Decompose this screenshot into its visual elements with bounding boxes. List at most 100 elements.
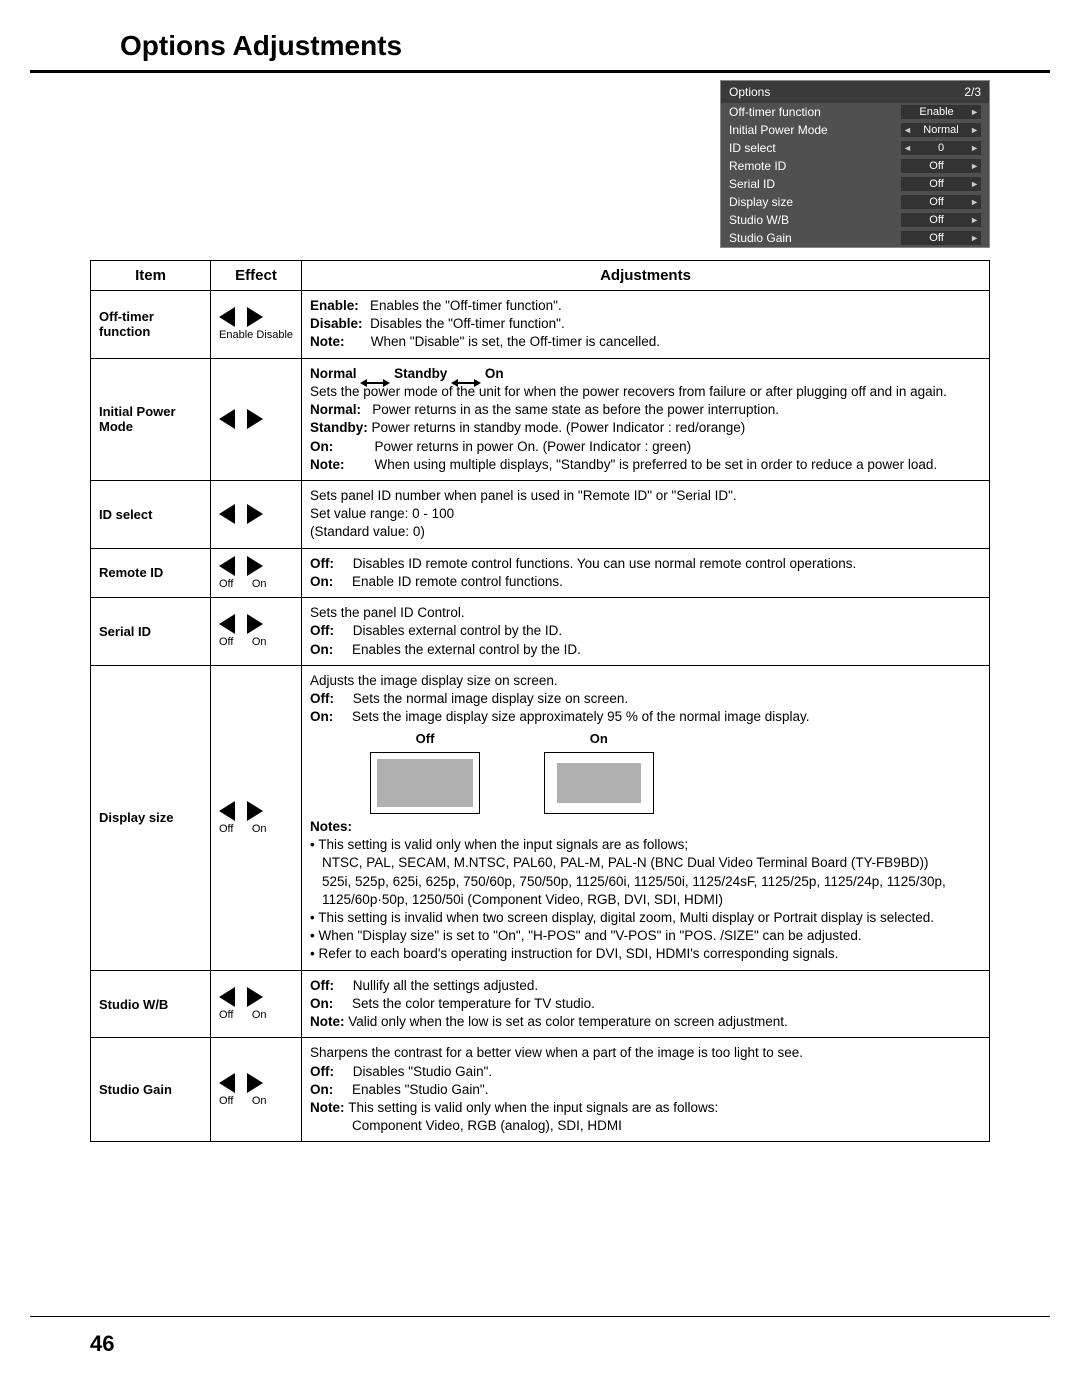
osd-value-text: Off <box>903 178 970 190</box>
triangle-right-icon <box>247 556 263 576</box>
arrow-right-icon: ► <box>970 179 979 189</box>
osd-row-value: Enable► <box>901 105 981 119</box>
osd-row: Initial Power Mode◄Normal► <box>721 121 989 139</box>
triangle-left-icon <box>219 409 235 429</box>
label: Off: <box>310 1064 334 1079</box>
adj-off-timer: Enable: Enables the "Off-timer function"… <box>302 291 990 359</box>
text: Enable ID remote control functions. <box>352 574 563 589</box>
text: Sets the panel ID Control. <box>310 605 465 620</box>
adj-display-size: Adjusts the image display size on screen… <box>302 665 990 970</box>
text: Power returns in as the same state as be… <box>372 402 779 417</box>
label: Note: <box>310 1014 345 1029</box>
osd-page: 2/3 <box>964 85 981 99</box>
label: On: <box>310 642 333 657</box>
header-effect: Effect <box>211 261 302 291</box>
arrow-right-icon: ► <box>970 143 979 153</box>
triangle-left-icon <box>219 614 235 634</box>
osd-row-value: Off► <box>901 177 981 191</box>
osd-row-value: Off► <box>901 231 981 245</box>
adj-serial-id: Sets the panel ID Control. Off: Disables… <box>302 598 990 666</box>
text: Sets the color temperature for TV studio… <box>352 996 595 1011</box>
osd-menu: Options 2/3 Off-timer function Enable► Ini… <box>720 80 990 248</box>
effect-off-timer: Enable Disable <box>211 291 302 359</box>
triangle-left-icon <box>219 1073 235 1093</box>
header-adjustments: Adjustments <box>302 261 990 291</box>
text: Sets the normal image display size on sc… <box>353 691 628 706</box>
effect-label-left: Off <box>219 1095 233 1107</box>
osd-row-value: ◄0► <box>901 141 981 155</box>
triangle-left-icon <box>219 556 235 576</box>
label: Notes: <box>310 819 352 834</box>
triangle-right-icon <box>247 409 263 429</box>
osd-value-text: Off <box>903 196 970 208</box>
osd-value-text: Off <box>903 214 970 226</box>
osd-row: Off-timer function Enable► <box>721 103 989 121</box>
label: On: <box>310 709 333 724</box>
label: Off: <box>310 623 334 638</box>
triangle-left-icon <box>219 307 235 327</box>
arrow-right-icon: ► <box>970 197 979 207</box>
adj-studio-wb: Off: Nullify all the settings adjusted. … <box>302 970 990 1038</box>
effect-label-left: Enable <box>219 329 253 341</box>
adj-remote-id: Off: Disables ID remote control function… <box>302 548 990 597</box>
item-off-timer: Off-timer function <box>91 291 211 359</box>
text: Power returns in power On. (Power Indica… <box>375 439 692 454</box>
triangle-left-icon <box>219 504 235 524</box>
item-studio-wb: Studio W/B <box>91 970 211 1038</box>
text: 525i, 525p, 625i, 625p, 750/60p, 750/50p… <box>310 873 981 909</box>
osd-row-value: Off► <box>901 195 981 209</box>
effect-studio-gain: Off On <box>211 1038 302 1142</box>
triangle-right-icon <box>247 504 263 524</box>
text: This setting is valid only when the inpu… <box>348 1100 718 1115</box>
osd-value-text: Off <box>903 160 970 172</box>
arrow-right-icon: ► <box>970 125 979 135</box>
osd-row-label: Serial ID <box>729 177 775 191</box>
label: Enable: <box>310 298 359 313</box>
text: • This setting is valid only when the in… <box>310 837 688 852</box>
osd-value-text: Off <box>903 232 970 244</box>
label: Normal: <box>310 402 361 417</box>
size-demo-off: Off <box>370 730 480 814</box>
osd-row: Studio GainOff► <box>721 229 989 247</box>
label: Off: <box>310 556 334 571</box>
arrow-left-icon: ◄ <box>903 125 912 135</box>
osd-row-value: Off► <box>901 159 981 173</box>
label: On: <box>310 574 333 589</box>
text: Set value range: 0 - 100 <box>310 506 454 521</box>
item-studio-gain: Studio Gain <box>91 1038 211 1142</box>
effect-label-left: Off <box>219 1009 233 1021</box>
text: Sets the image display size approximatel… <box>352 709 809 724</box>
text: Enables the "Off-timer function". <box>370 298 562 313</box>
text: Valid only when the low is set as color … <box>348 1014 787 1029</box>
label: Standby: <box>310 420 368 435</box>
osd-header: Options 2/3 <box>721 81 989 103</box>
label: On: <box>310 1082 333 1097</box>
osd-row-label: Off-timer function <box>729 105 821 119</box>
effect-label-right: Disable <box>256 329 293 341</box>
demo-label: On <box>544 730 654 748</box>
text: Power returns in standby mode. (Power In… <box>372 420 746 435</box>
text: • When "Display size" is set to "On", "H… <box>310 928 862 943</box>
label: Note: <box>310 1100 345 1115</box>
label: Note: <box>310 457 345 472</box>
text: Nullify all the settings adjusted. <box>353 978 538 993</box>
triangle-left-icon <box>219 801 235 821</box>
arrow-right-icon: ► <box>970 233 979 243</box>
text: Sets the power mode of the unit for when… <box>310 384 947 399</box>
effect-studio-wb: Off On <box>211 970 302 1038</box>
osd-row-label: Remote ID <box>729 159 786 173</box>
adj-id-select: Sets panel ID number when panel is used … <box>302 480 990 548</box>
effect-id-select <box>211 480 302 548</box>
text: Enables "Studio Gain". <box>352 1082 488 1097</box>
item-id-select: ID select <box>91 480 211 548</box>
page-title: Options Adjustments <box>30 0 1050 73</box>
label: On: <box>310 996 333 1011</box>
arrow-right-icon: ► <box>970 215 979 225</box>
effect-label-left: Off <box>219 578 233 590</box>
osd-row-label: ID select <box>729 141 776 155</box>
osd-row: Display sizeOff► <box>721 193 989 211</box>
effect-label-right: On <box>252 823 267 835</box>
effect-label-right: On <box>252 578 267 590</box>
text: • This setting is invalid when two scree… <box>310 910 934 925</box>
text: Sharpens the contrast for a better view … <box>310 1045 803 1060</box>
